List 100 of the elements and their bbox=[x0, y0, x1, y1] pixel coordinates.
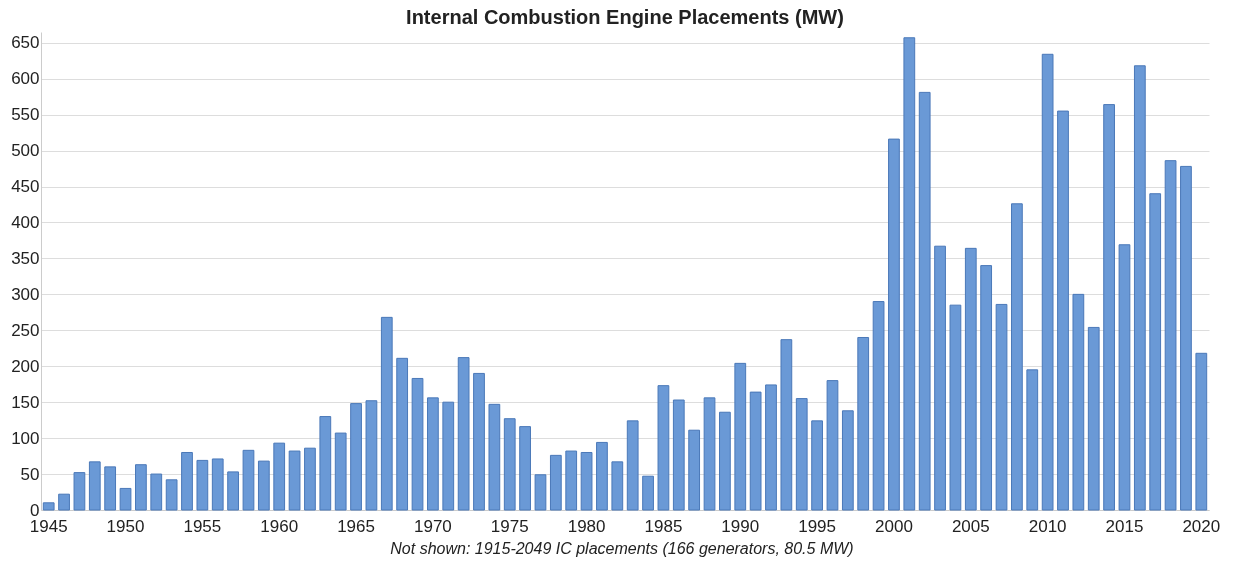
bar bbox=[104, 466, 117, 511]
bar bbox=[242, 449, 255, 511]
bar bbox=[181, 452, 193, 511]
y-tick-label: 400 bbox=[11, 212, 40, 232]
bar bbox=[1072, 293, 1085, 511]
bar bbox=[88, 461, 101, 511]
bar bbox=[872, 301, 885, 511]
bar bbox=[396, 357, 409, 511]
y-tick-label: 300 bbox=[11, 284, 40, 304]
bar bbox=[857, 336, 870, 511]
y-tick-label: 600 bbox=[11, 69, 40, 89]
bar bbox=[1118, 244, 1131, 511]
bar bbox=[903, 37, 916, 511]
bar bbox=[196, 459, 209, 511]
bar bbox=[1133, 65, 1146, 511]
bar bbox=[1103, 104, 1115, 511]
bar bbox=[334, 432, 347, 511]
x-tick-label: 2010 bbox=[1028, 516, 1067, 536]
x-tick-label: 2000 bbox=[875, 516, 913, 536]
bar bbox=[918, 91, 931, 511]
bar bbox=[611, 461, 624, 511]
bar bbox=[1087, 326, 1100, 511]
bar bbox=[934, 245, 946, 511]
bar bbox=[765, 384, 777, 511]
bar bbox=[503, 418, 516, 511]
bar bbox=[380, 316, 393, 511]
bar bbox=[642, 475, 654, 511]
bar bbox=[427, 397, 439, 511]
bar bbox=[304, 447, 316, 511]
bar bbox=[1195, 352, 1208, 511]
x-tick-label: 2015 bbox=[1105, 516, 1144, 536]
bar bbox=[135, 464, 147, 511]
bar bbox=[888, 138, 900, 511]
bar bbox=[703, 397, 716, 511]
y-tick-label: 200 bbox=[11, 356, 40, 376]
bar bbox=[473, 372, 485, 511]
bar bbox=[688, 429, 701, 511]
x-tick-label: 1995 bbox=[798, 516, 837, 536]
bar bbox=[1026, 369, 1039, 511]
bar bbox=[1057, 110, 1069, 511]
bar bbox=[165, 479, 178, 511]
bar bbox=[841, 410, 854, 511]
bar bbox=[534, 474, 547, 511]
bar bbox=[273, 442, 286, 511]
bar bbox=[257, 460, 270, 511]
y-tick-label: 50 bbox=[20, 464, 40, 484]
x-tick-label: 1985 bbox=[644, 516, 683, 536]
bar bbox=[964, 247, 977, 511]
x-tick-label: 1950 bbox=[106, 516, 145, 536]
chart-title: Internal Combustion Engine Placements (MW) bbox=[406, 6, 844, 28]
y-tick-label: 500 bbox=[11, 141, 40, 161]
bar bbox=[411, 377, 424, 511]
bar bbox=[1164, 160, 1177, 511]
bar bbox=[211, 458, 224, 511]
bar bbox=[350, 403, 362, 511]
bar bbox=[995, 303, 1008, 511]
bar bbox=[58, 493, 70, 511]
bar bbox=[596, 441, 608, 511]
bar bbox=[811, 420, 823, 511]
bar bbox=[657, 385, 670, 511]
y-tick-label: 150 bbox=[11, 392, 40, 412]
bar bbox=[488, 403, 501, 511]
bar bbox=[1011, 203, 1023, 511]
y-tick-label: 450 bbox=[11, 177, 40, 197]
bar bbox=[457, 357, 470, 511]
bar bbox=[780, 339, 793, 511]
y-tick-label: 350 bbox=[11, 248, 40, 268]
bar bbox=[519, 426, 531, 511]
y-tick-label: 100 bbox=[11, 428, 40, 448]
x-tick-label: 2020 bbox=[1182, 516, 1221, 536]
bar bbox=[442, 401, 455, 511]
bar bbox=[365, 400, 378, 511]
bar bbox=[626, 420, 639, 511]
x-tick-label: 1965 bbox=[337, 516, 375, 536]
bar bbox=[719, 411, 731, 511]
bar bbox=[42, 502, 55, 511]
bar bbox=[980, 265, 993, 511]
bar bbox=[319, 416, 332, 511]
bar bbox=[795, 398, 808, 511]
bar bbox=[672, 399, 685, 511]
bar bbox=[580, 452, 593, 511]
x-tick-label: 1955 bbox=[183, 516, 222, 536]
y-tick-label: 650 bbox=[11, 33, 40, 53]
bar bbox=[949, 304, 962, 511]
x-tick-label: 1990 bbox=[721, 516, 760, 536]
bar bbox=[119, 487, 132, 511]
bar bbox=[150, 473, 163, 511]
x-tick-label: 2005 bbox=[951, 516, 990, 536]
bar bbox=[288, 450, 301, 511]
bar bbox=[1041, 53, 1054, 511]
bar bbox=[1180, 165, 1192, 511]
bar bbox=[73, 472, 86, 511]
x-tick-label: 1975 bbox=[490, 516, 529, 536]
bar bbox=[549, 454, 562, 511]
bar bbox=[227, 471, 239, 511]
y-tick-label: 250 bbox=[11, 320, 40, 340]
bar bbox=[565, 450, 578, 511]
bar bbox=[826, 380, 839, 511]
bar bbox=[734, 362, 747, 511]
x-tick-label: 1980 bbox=[567, 516, 606, 536]
